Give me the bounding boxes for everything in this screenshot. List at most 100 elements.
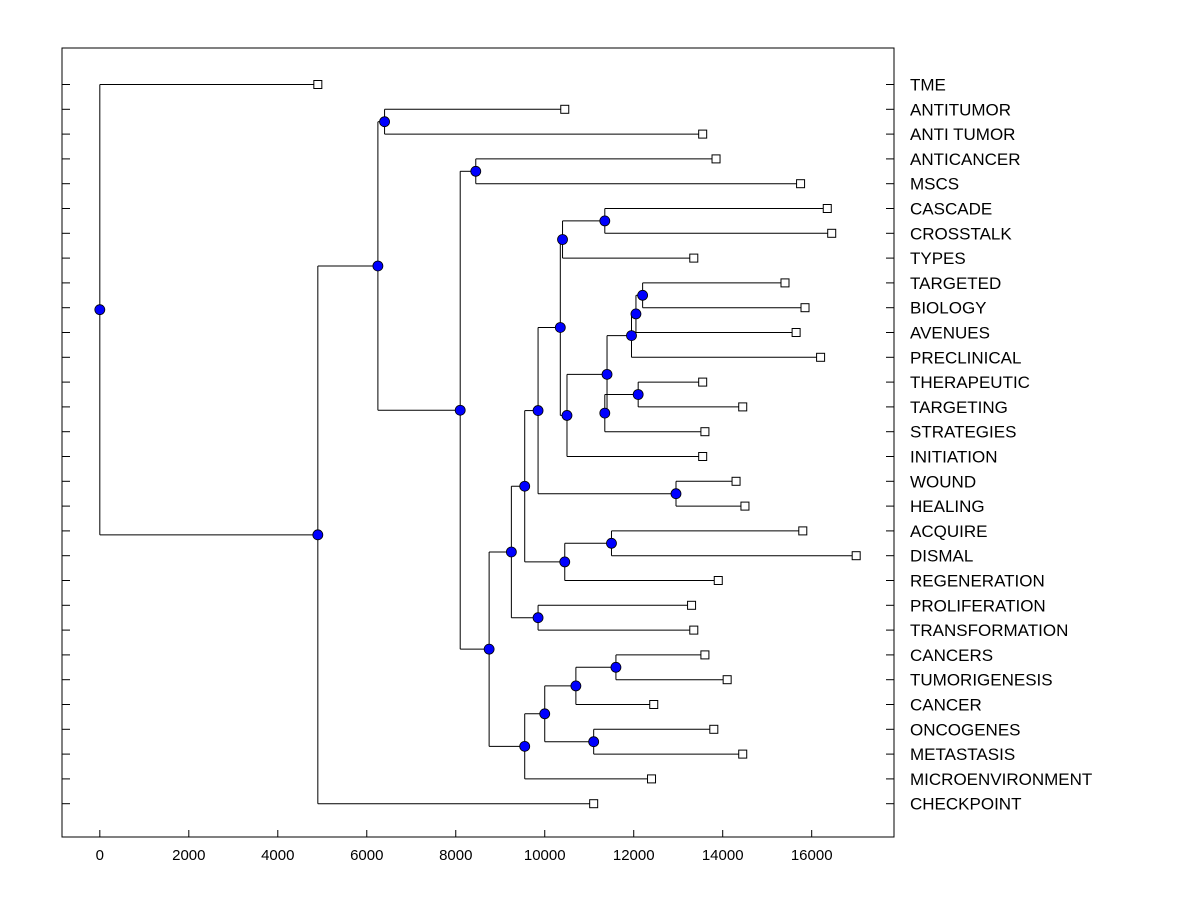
merge-node-m18 bbox=[610, 661, 622, 673]
leaf-marker-crosstalk bbox=[827, 228, 837, 238]
leaf-label-anticancer: ANTICANCER bbox=[910, 150, 1021, 169]
leaf-marker-targeting bbox=[738, 402, 748, 412]
leaf-marker-dismal bbox=[851, 551, 861, 561]
x-tick-label-14000: 14000 bbox=[702, 847, 744, 864]
merge-node-m19 bbox=[570, 680, 582, 692]
merge-node-m24 bbox=[470, 165, 482, 177]
merge-node-m6 bbox=[601, 368, 613, 380]
leaf-label-healing: HEALING bbox=[910, 497, 985, 516]
leaf-marker-mscs bbox=[796, 179, 806, 189]
leaf-marker-cascade bbox=[822, 204, 832, 213]
leaf-marker-oncogenes bbox=[709, 724, 719, 734]
merge-node-m2 bbox=[630, 308, 642, 320]
merge-node-m11 bbox=[670, 488, 682, 500]
merge-node-m5 bbox=[599, 407, 611, 419]
merge-node-m27 bbox=[372, 260, 384, 272]
x-tick-label-10000: 10000 bbox=[524, 847, 566, 864]
leaf-label-transformation: TRANSFORMATION bbox=[910, 621, 1068, 640]
merge-node-m25 bbox=[454, 404, 466, 416]
leaf-label-metastasis: METASTASIS bbox=[910, 745, 1015, 764]
leaf-marker-healing bbox=[740, 501, 750, 511]
leaf-label-dismal: DISMAL bbox=[910, 547, 973, 566]
merge-node-m7 bbox=[561, 410, 573, 421]
leaf-marker-checkpoint bbox=[589, 799, 599, 809]
merge-node-m21 bbox=[539, 708, 551, 720]
merge-node-m12 bbox=[532, 405, 544, 416]
merge-node-m20 bbox=[588, 736, 600, 748]
x-tick-label-4000: 4000 bbox=[261, 847, 294, 864]
merge-node-m16 bbox=[532, 612, 544, 624]
left-tick-marks bbox=[62, 84, 70, 805]
x-tick-label-0: 0 bbox=[96, 847, 104, 864]
merge-node-m17 bbox=[505, 546, 517, 558]
leaf-label-wound: WOUND bbox=[910, 472, 976, 491]
plot-frame bbox=[61, 47, 895, 838]
leaf-label-cascade: CASCADE bbox=[910, 200, 992, 219]
merge-node-m22 bbox=[519, 740, 531, 752]
leaf-label-microenvironment: MICROENVIRONMENT bbox=[910, 770, 1092, 789]
leaf-markers bbox=[313, 80, 861, 809]
merge-node-m28 bbox=[312, 529, 324, 541]
leaf-label-tme: TME bbox=[910, 76, 946, 95]
merge-node-m1 bbox=[637, 289, 649, 301]
merge-nodes bbox=[94, 116, 682, 752]
merge-node-m4 bbox=[632, 389, 644, 400]
leaf-label-mscs: MSCS bbox=[910, 175, 959, 194]
x-tick-label-2000: 2000 bbox=[172, 847, 205, 864]
leaf-marker-therapeutic bbox=[698, 377, 708, 387]
leaf-marker-biology bbox=[800, 303, 810, 313]
leaf-marker-types bbox=[689, 253, 699, 263]
leaf-label-preclinical: PRECLINICAL bbox=[910, 348, 1021, 367]
merge-node-m26 bbox=[379, 116, 390, 128]
leaf-label-targeting: TARGETING bbox=[910, 398, 1008, 417]
leaf-label-anti-tumor: ANTI TUMOR bbox=[910, 125, 1015, 144]
leaf-marker-antitumor bbox=[560, 104, 570, 114]
leaf-label-oncogenes: ONCOGENES bbox=[910, 720, 1021, 739]
leaf-label-types: TYPES bbox=[910, 249, 966, 268]
leaf-label-crosstalk: CROSSTALK bbox=[910, 224, 1012, 243]
x-tick-label-8000: 8000 bbox=[439, 847, 472, 864]
leaf-marker-initiation bbox=[698, 452, 708, 461]
leaf-label-checkpoint: CHECKPOINT bbox=[910, 795, 1021, 814]
merge-node-m9 bbox=[557, 234, 568, 245]
merge-node-m8 bbox=[599, 215, 611, 227]
merge-node-m15 bbox=[519, 480, 531, 492]
leaf-label-targeted: TARGETED bbox=[910, 274, 1001, 293]
leaf-marker-tme bbox=[313, 80, 323, 89]
merge-node-m23 bbox=[483, 643, 495, 655]
leaf-label-proliferation: PROLIFERATION bbox=[910, 596, 1046, 615]
leaf-marker-strategies bbox=[700, 427, 710, 437]
leaf-label-acquire: ACQUIRE bbox=[910, 522, 987, 541]
x-tick-label-12000: 12000 bbox=[613, 847, 655, 864]
leaf-marker-preclinical bbox=[816, 352, 826, 362]
x-tick-label-6000: 6000 bbox=[350, 847, 383, 864]
leaf-marker-acquire bbox=[798, 526, 808, 536]
merge-node-m10 bbox=[554, 322, 566, 333]
leaf-label-biology: BIOLOGY bbox=[910, 299, 987, 318]
leaf-labels: TME ANTITUMOR ANTI TUMOR ANTICANCER MSCS CASC… bbox=[910, 76, 1092, 814]
leaf-marker-transformation bbox=[689, 625, 699, 635]
leaf-label-cancers: CANCERS bbox=[910, 646, 993, 665]
leaf-label-strategies: STRATEGIES bbox=[910, 423, 1016, 442]
leaf-label-initiation: INITIATION bbox=[910, 448, 998, 467]
leaf-label-cancer: CANCER bbox=[910, 696, 982, 715]
x-axis: 0 2000 4000 6000 8000 10000 12000 14000 16000 bbox=[96, 830, 833, 864]
leaf-marker-cancer bbox=[649, 700, 659, 709]
leaf-label-therapeutic: THERAPEUTIC bbox=[910, 373, 1030, 392]
leaf-marker-anticancer bbox=[711, 154, 721, 164]
dendrogram-links bbox=[99, 84, 853, 805]
merge-node-m3 bbox=[626, 330, 637, 342]
leaf-marker-anti-tumor bbox=[698, 129, 708, 139]
leaf-marker-cancers bbox=[700, 650, 710, 660]
leaf-marker-wound bbox=[731, 476, 741, 486]
leaf-label-regeneration: REGENERATION bbox=[910, 572, 1045, 591]
right-tick-marks bbox=[886, 84, 894, 805]
leaf-marker-proliferation bbox=[687, 600, 697, 610]
leaf-label-tumorigenesis: TUMORIGENESIS bbox=[910, 671, 1053, 690]
leaf-marker-avenues bbox=[791, 328, 801, 337]
x-tick-label-16000: 16000 bbox=[791, 847, 833, 864]
merge-node-m29 bbox=[94, 304, 106, 316]
leaf-marker-tumorigenesis bbox=[722, 675, 732, 685]
leaf-label-avenues: AVENUES bbox=[910, 324, 990, 343]
